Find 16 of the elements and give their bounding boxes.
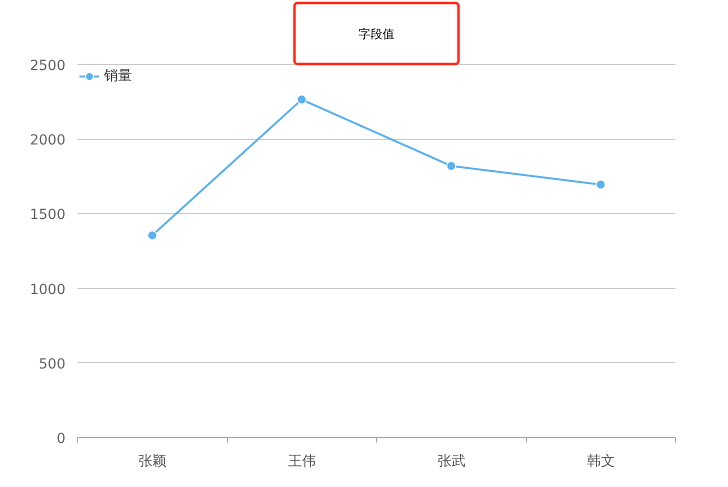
y-tick-label: 1000 (30, 282, 66, 298)
chart-title: 字段值 (358, 27, 394, 41)
y-tick-label: 0 (56, 431, 66, 447)
point (596, 180, 606, 190)
point (296, 94, 307, 105)
y-tick-label: 500 (38, 356, 66, 372)
y-tick-label: 2000 (30, 132, 66, 149)
x-tick-label: 张武 (437, 454, 466, 470)
y-tick-label: 2500 (30, 58, 66, 74)
y-tick-label: 1500 (30, 207, 66, 224)
x-tick-label: 韩文 (586, 454, 615, 470)
x-tick-label: 王伟 (288, 454, 316, 470)
legend-label: 销量 (104, 67, 132, 85)
point (147, 230, 158, 240)
x-tick-label: 张颖 (138, 454, 166, 470)
point (446, 160, 456, 171)
